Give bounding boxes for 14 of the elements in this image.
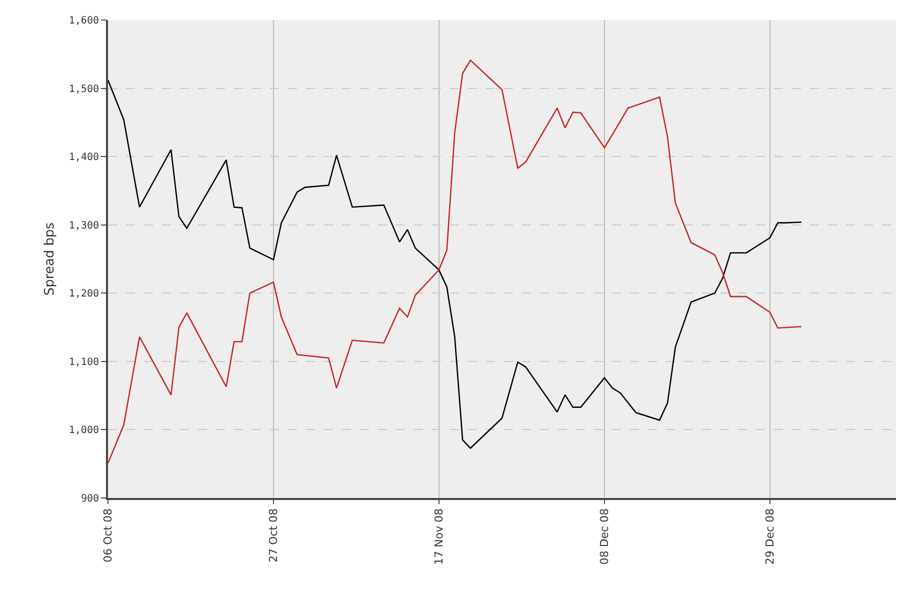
y-axis-title: Spread bps [42,222,58,296]
x-tick-label: 08 Dec 08 [598,508,612,565]
y-tick-label: 1,500 [68,84,99,95]
y-tick-label: 1,400 [68,152,99,164]
x-tick-label: 17 Nov 08 [432,508,446,565]
y-tick-label: 1,300 [68,220,99,232]
x-tick-label: 29 Dec 08 [763,508,776,565]
y-tick-label: 1,600 [68,16,99,26]
y-tick-label: 1,100 [68,356,99,368]
x-tick-label: 27 Oct 08 [267,508,280,562]
y-tick-label: 900 [80,494,99,504]
y-tick-label: 1,000 [68,425,99,436]
y-tick-label: 1,200 [68,288,99,300]
x-tick-label: 06 Oct 08 [102,508,115,562]
